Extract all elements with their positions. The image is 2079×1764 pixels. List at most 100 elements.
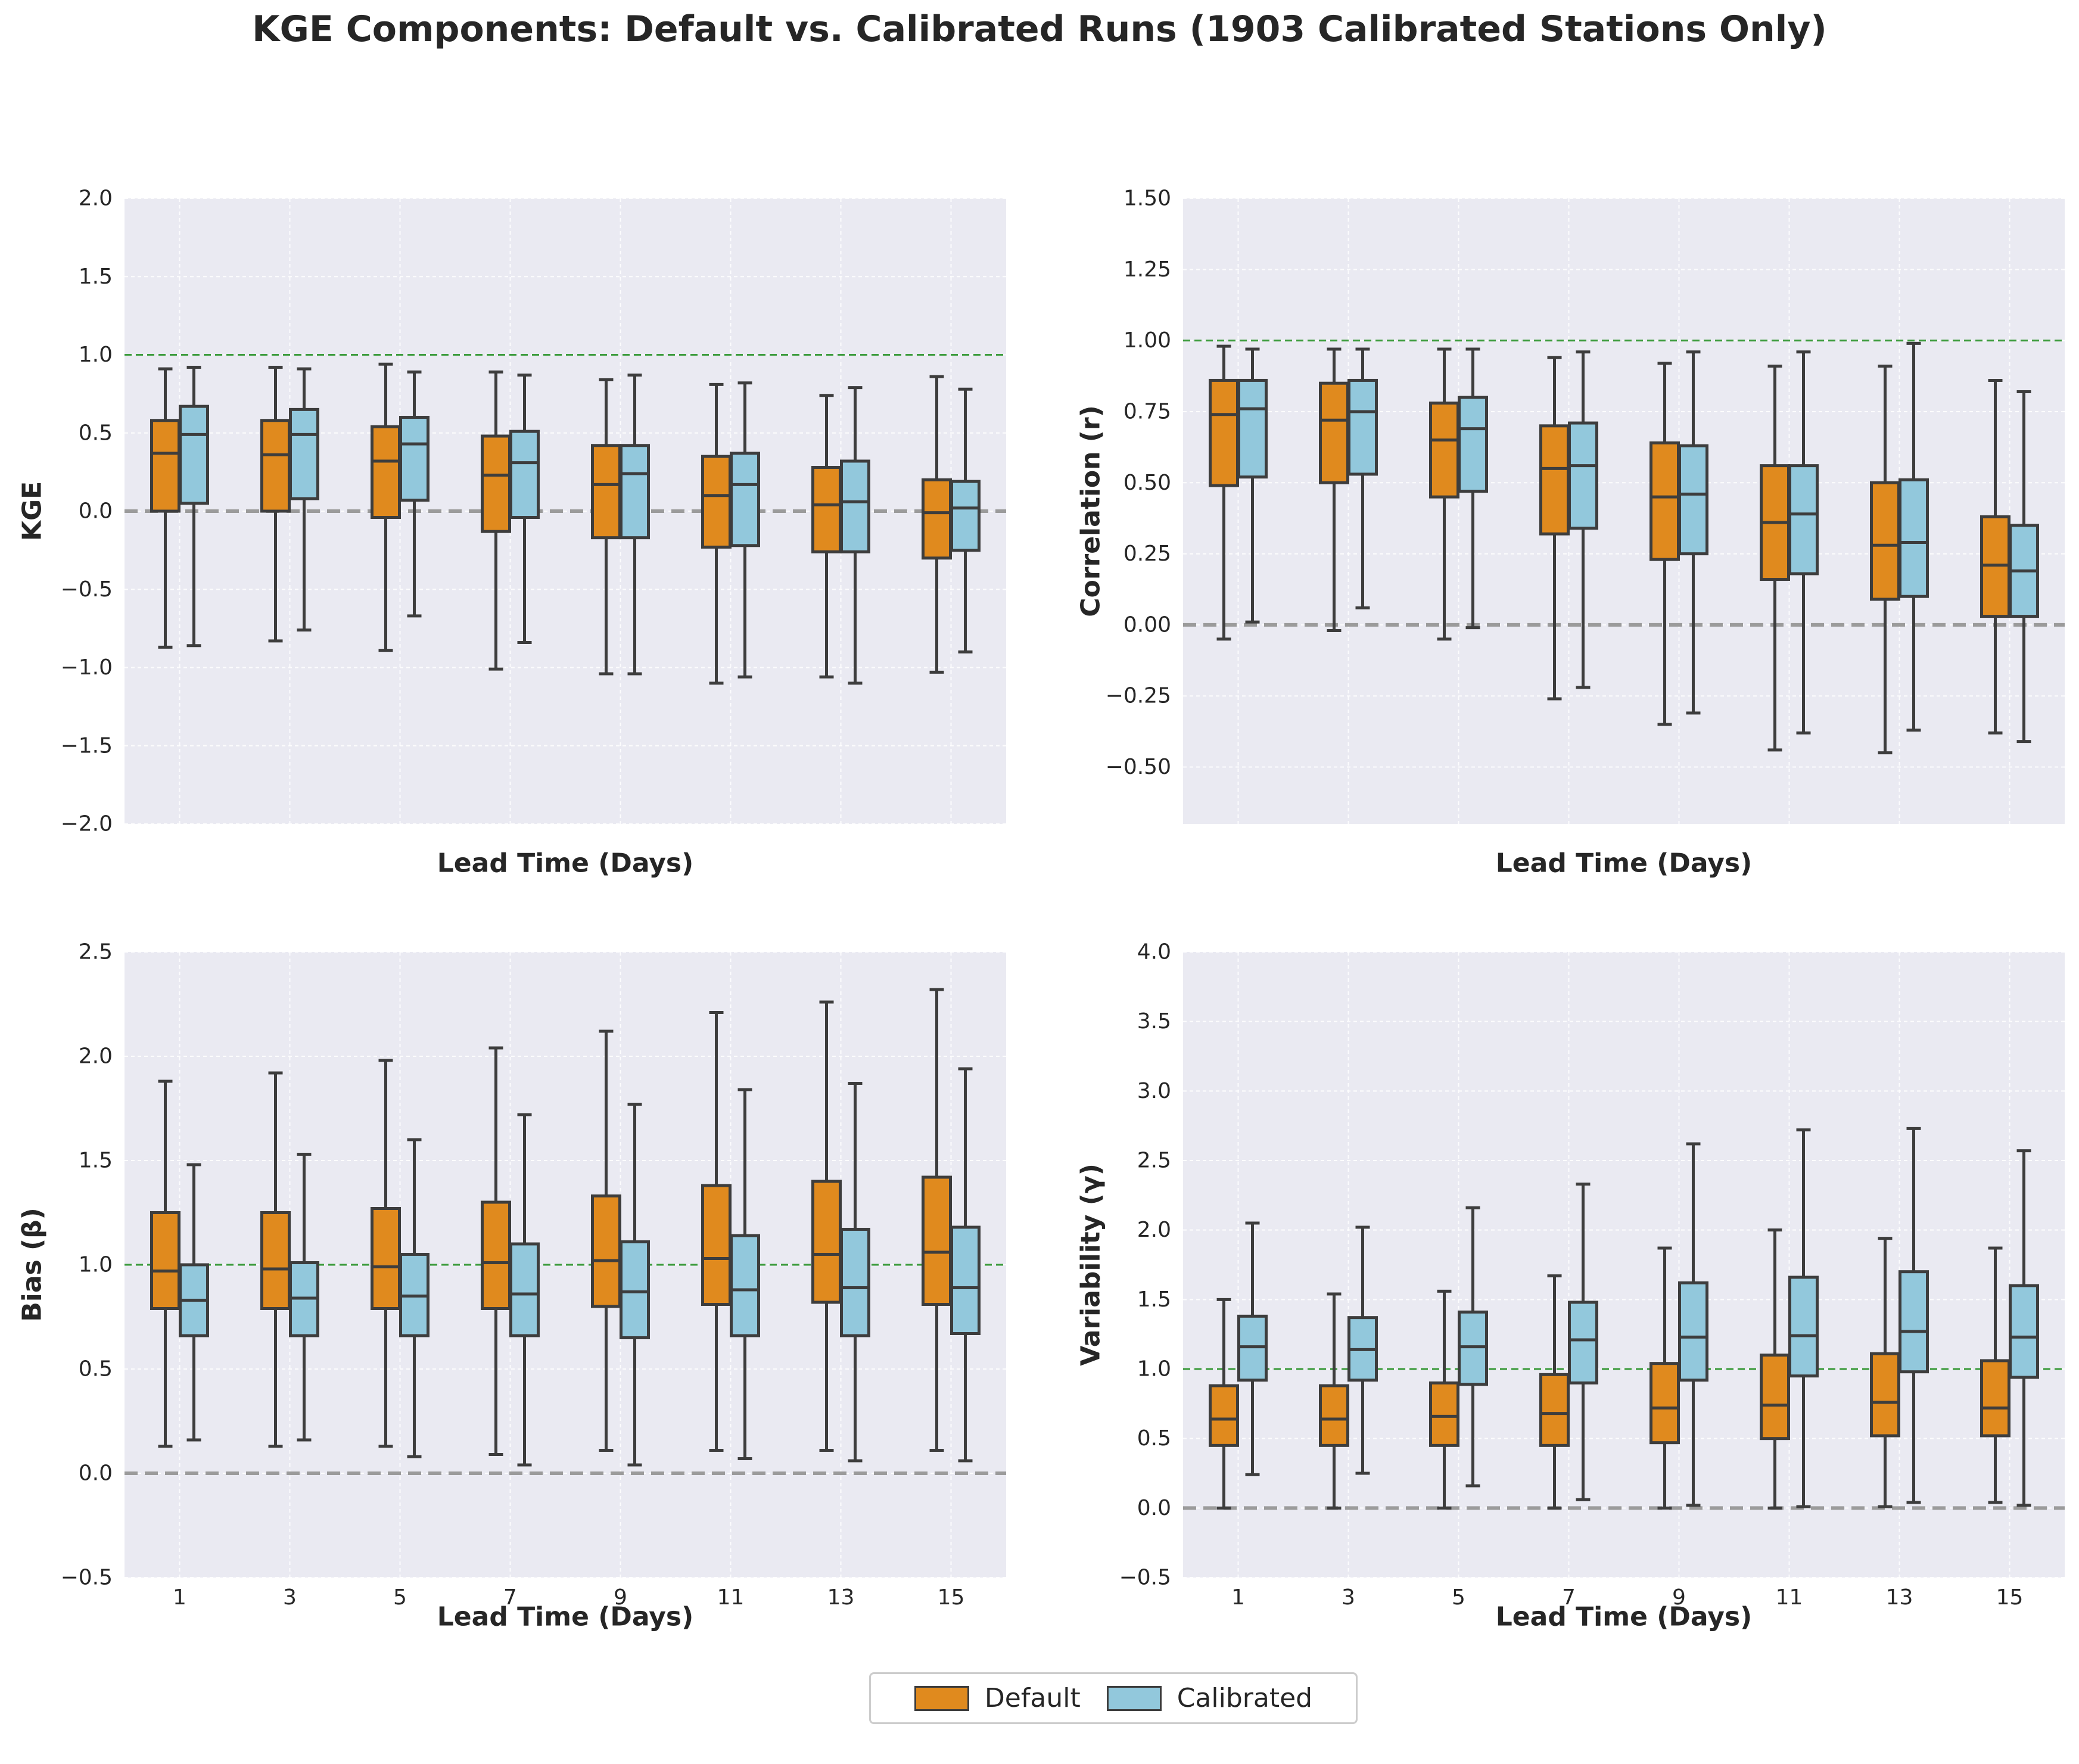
y-tick-label: 1.0 — [79, 1253, 113, 1277]
box-body — [1209, 1384, 1239, 1447]
box-body — [950, 1225, 981, 1335]
box-default — [150, 367, 180, 649]
box-calibrated — [1458, 347, 1488, 630]
y-axis-label: KGE — [17, 481, 48, 541]
x-tick-label: 13 — [827, 1585, 855, 1610]
box-calibrated — [399, 370, 430, 618]
box-calibrated — [840, 1082, 870, 1463]
box-default — [922, 375, 952, 674]
box-body — [701, 1184, 732, 1306]
plot-area — [1183, 198, 2065, 824]
box-body — [730, 1234, 760, 1337]
x-tick-label: 7 — [1562, 1585, 1576, 1610]
box-body — [399, 416, 430, 502]
legend-label-calibrated: Calibrated — [1177, 1683, 1313, 1713]
y-tick-label: 2.0 — [79, 1044, 113, 1069]
box-body — [371, 1207, 401, 1310]
y-tick-label: −0.5 — [61, 1566, 113, 1590]
legend-swatch-default — [914, 1685, 969, 1711]
box-calibrated — [950, 1067, 981, 1463]
box-calibrated — [730, 1088, 760, 1460]
y-tick-label: 3.5 — [1137, 1009, 1171, 1034]
x-tick-label: 9 — [1672, 1585, 1686, 1610]
y-tick-label: 1.0 — [1137, 1357, 1171, 1382]
box-body — [1899, 478, 1929, 598]
x-tick-label: 5 — [393, 1585, 407, 1610]
box-body — [1319, 1384, 1349, 1447]
box-default — [1870, 1237, 1900, 1508]
y-axis-label: Variability (γ) — [1076, 1163, 1106, 1366]
box-body — [481, 1200, 511, 1310]
y-tick-label: 1.50 — [1123, 186, 1171, 211]
box-calibrated — [1899, 341, 1929, 732]
y-axis-label: Correlation (r) — [1076, 405, 1106, 617]
box-calibrated — [289, 1153, 319, 1442]
box-default — [481, 1046, 511, 1456]
box-body — [620, 444, 650, 540]
box-default — [1760, 1228, 1790, 1510]
box-body — [1539, 1373, 1570, 1447]
y-tick-label: 0.5 — [79, 421, 113, 445]
box-body — [1788, 464, 1819, 575]
y-tick-label: 1.25 — [1123, 257, 1171, 282]
y-tick-label: 0.0 — [1137, 1496, 1171, 1520]
y-tick-label: 1.5 — [1137, 1287, 1171, 1312]
x-tick-label: 11 — [717, 1585, 745, 1610]
box-calibrated — [509, 1113, 540, 1467]
y-tick-label: 4.0 — [1137, 940, 1171, 965]
box-calibrated — [1237, 347, 1268, 624]
x-tick-label: 1 — [1231, 1585, 1245, 1610]
box-default — [1539, 1274, 1570, 1510]
box-calibrated — [1568, 1183, 1598, 1501]
plot-area — [1183, 952, 2065, 1578]
box-body — [1429, 402, 1459, 499]
subplot-4: 4.03.53.02.52.01.51.00.50.0−0.51 3 5 7 9 11 13… — [1076, 940, 2065, 1632]
box-body — [1209, 378, 1239, 487]
y-tick-label: 2.0 — [79, 186, 113, 211]
legend-swatch-calibrated — [1106, 1685, 1162, 1711]
x-tick-label: 9 — [614, 1585, 627, 1610]
y-tick-label: −0.50 — [1106, 755, 1171, 779]
legend-item-calibrated: Calibrated — [1106, 1683, 1313, 1713]
x-tick-label: 15 — [938, 1585, 965, 1610]
y-tick-label: 2.5 — [1137, 1149, 1171, 1173]
box-default — [1649, 362, 1680, 726]
box-default — [1980, 1246, 2010, 1504]
box-body — [811, 466, 842, 553]
box-body — [1237, 378, 1268, 479]
box-body — [371, 425, 401, 519]
box-calibrated — [620, 374, 650, 676]
y-tick-label: 0.0 — [79, 1461, 113, 1486]
box-default — [1649, 1246, 1680, 1510]
y-tick-label: −1.0 — [61, 655, 113, 680]
box-calibrated — [1678, 1142, 1708, 1507]
legend-item-default: Default — [914, 1683, 1081, 1713]
x-tick-label: 1 — [173, 1585, 186, 1610]
x-axis-label: Lead Time (Days) — [1496, 1602, 1752, 1632]
y-tick-label: −2.0 — [61, 812, 113, 836]
box-default — [371, 362, 401, 652]
box-default — [1429, 1289, 1459, 1510]
box-body — [1678, 1281, 1708, 1382]
box-default — [371, 1059, 401, 1448]
x-axis-label: Lead Time (Days) — [437, 848, 693, 879]
box-calibrated — [399, 1138, 430, 1458]
y-axis-label: Bias (β) — [17, 1208, 48, 1322]
box-calibrated — [1458, 1206, 1488, 1488]
box-body — [260, 1211, 291, 1310]
box-body — [2009, 1284, 2039, 1379]
box-calibrated — [509, 374, 540, 644]
box-body — [1788, 1275, 1819, 1378]
y-tick-label: 0.75 — [1123, 399, 1171, 424]
box-body — [950, 480, 981, 552]
box-body — [481, 434, 511, 533]
y-tick-label: 0.50 — [1123, 471, 1171, 495]
box-body — [509, 430, 540, 519]
y-tick-label: −0.25 — [1106, 684, 1171, 708]
box-default — [1980, 378, 2010, 735]
box-body — [289, 407, 319, 500]
y-tick-label: 1.5 — [79, 265, 113, 289]
x-axis-label: Lead Time (Days) — [1496, 848, 1752, 879]
